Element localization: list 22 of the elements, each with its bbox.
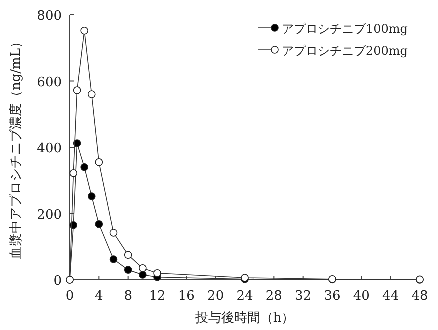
x-tick-label: 44 [382,289,400,304]
x-tick-label: 8 [124,289,132,304]
x-tick-label: 24 [236,289,254,304]
x-tick-label: 16 [178,289,195,304]
x-tick-label: 48 [412,289,428,304]
x-tick-label: 28 [266,289,282,304]
legend-label: アプロシチニブ100mg [282,22,408,36]
x-axis-title: 投与後時間（h） [194,311,295,326]
y-axis-title: 血漿中アプロシチニブ濃度（ng/mL） [8,35,24,260]
y-tick-label: 0 [54,274,62,289]
y-tick-label: 200 [37,208,62,223]
x-tick-label: 12 [149,289,166,304]
y-tick-label: 800 [37,9,62,24]
y-tick-label: 600 [37,75,62,90]
x-tick-label: 36 [324,289,341,304]
x-tick-label: 20 [208,289,224,304]
x-tick-label: 4 [95,289,104,304]
x-tick-label: 0 [66,289,74,304]
y-tick-label: 400 [37,142,62,156]
x-tick-label: 40 [353,289,370,304]
x-tick-label: 32 [295,289,312,304]
legend-label: アプロシチニブ200mg [282,44,408,58]
